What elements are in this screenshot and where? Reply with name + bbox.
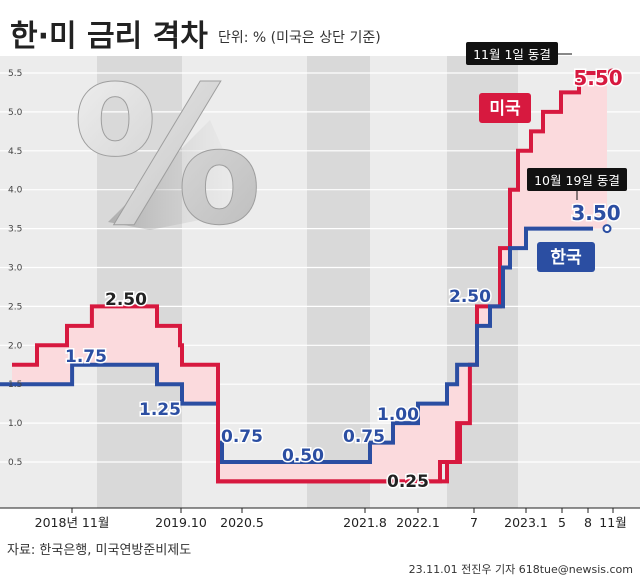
shaded-band-1 [97,56,182,508]
x-axis-area [0,508,640,538]
kr-freeze-box [527,168,627,191]
value-label-1: 1.75 [65,347,107,367]
y-tick-label: 3.0 [8,264,23,274]
source-note: 자료: 한국은행, 미국연방준비제도 [7,542,191,558]
x-tick-label: 11월 [599,515,626,530]
y-tick-label: 1.0 [8,419,23,429]
value-labels: 2.501.751.250.750.500.751.000.252.503.50… [64,65,625,494]
x-tick-label: 5 [558,515,566,530]
us-freeze-box [466,42,558,65]
value-label-4: 0.50 [282,446,324,466]
x-tick-label: 2020.5 [220,515,264,530]
value-label-6: 1.00 [377,405,419,425]
x-axis-ticks: 2018년 11월 2019.10 2020.5 2021.8 2022.1 7 2023.… [35,508,627,530]
percent-shadow [108,120,250,230]
legend-box-us [479,93,531,123]
legend-box-kr [537,242,595,272]
chart-title: 한·미 금리 격차 [10,19,208,54]
kr-freeze-callout: 10월 19일 동결 [527,168,627,191]
us-rate-low-section [216,364,462,484]
x-tick-label: 2019.10 [155,515,207,530]
value-label-2: 1.25 [139,400,181,420]
kr-freeze-text: 10월 19일 동결 [534,173,620,188]
x-tick-label: 2022.1 [396,515,440,530]
unit-note: 단위: % (미국은 상단 기준) [218,30,381,46]
percent-symbol: % [72,46,262,267]
percent-decoration: % [72,46,263,268]
y-tick-label: 2.0 [8,341,23,351]
y-tick-label: 2.5 [8,302,22,312]
y-tick-label: 0.5 [8,458,22,468]
value-label-0: 2.50 [105,290,147,310]
value-label-8: 2.50 [449,287,491,307]
y-tick-label: 1.5 [8,380,22,390]
y-tick-label: 4.5 [8,147,22,157]
series-lines [0,53,617,484]
us-end-marker [607,68,617,78]
us-freeze-callout: 11월 1일 동결 [466,42,558,65]
value-label-5: 0.75 [343,427,385,447]
legend-label-us: 미국 [489,99,521,119]
value-label-9: 3.50 [571,201,620,225]
y-tick-label: 3.5 [8,225,22,235]
legend-label-kr: 한국 [550,248,582,268]
kr-end-marker [602,224,612,234]
value-label-7: 0.25 [387,472,429,492]
x-tick-label: 8 [584,515,592,530]
y-tick-label: 5.5 [8,69,22,79]
y-tick-label: 5.0 [8,108,23,118]
shaded-band-2 [307,56,370,508]
credit-note: 23.11.01 전진우 기자 618tue@newsis.com [409,563,633,576]
x-tick-label: 2018년 11월 [35,515,110,530]
us-rate-line [12,71,607,484]
y-axis-ticks: 0.5 1.0 1.5 2.0 2.5 3.0 3.5 4.0 4.5 5.0 5.5 [8,69,23,468]
x-tick-label: 7 [470,515,478,530]
x-tick-label: 2021.8 [343,515,387,530]
y-tick-label: 4.0 [8,186,23,196]
kr-rate-line [0,226,593,464]
us-freeze-text: 11월 1일 동결 [473,47,551,62]
value-label-10: 5.50 [573,66,622,90]
x-tick-label: 2023.1 [504,515,548,530]
value-label-3: 0.75 [221,427,263,447]
